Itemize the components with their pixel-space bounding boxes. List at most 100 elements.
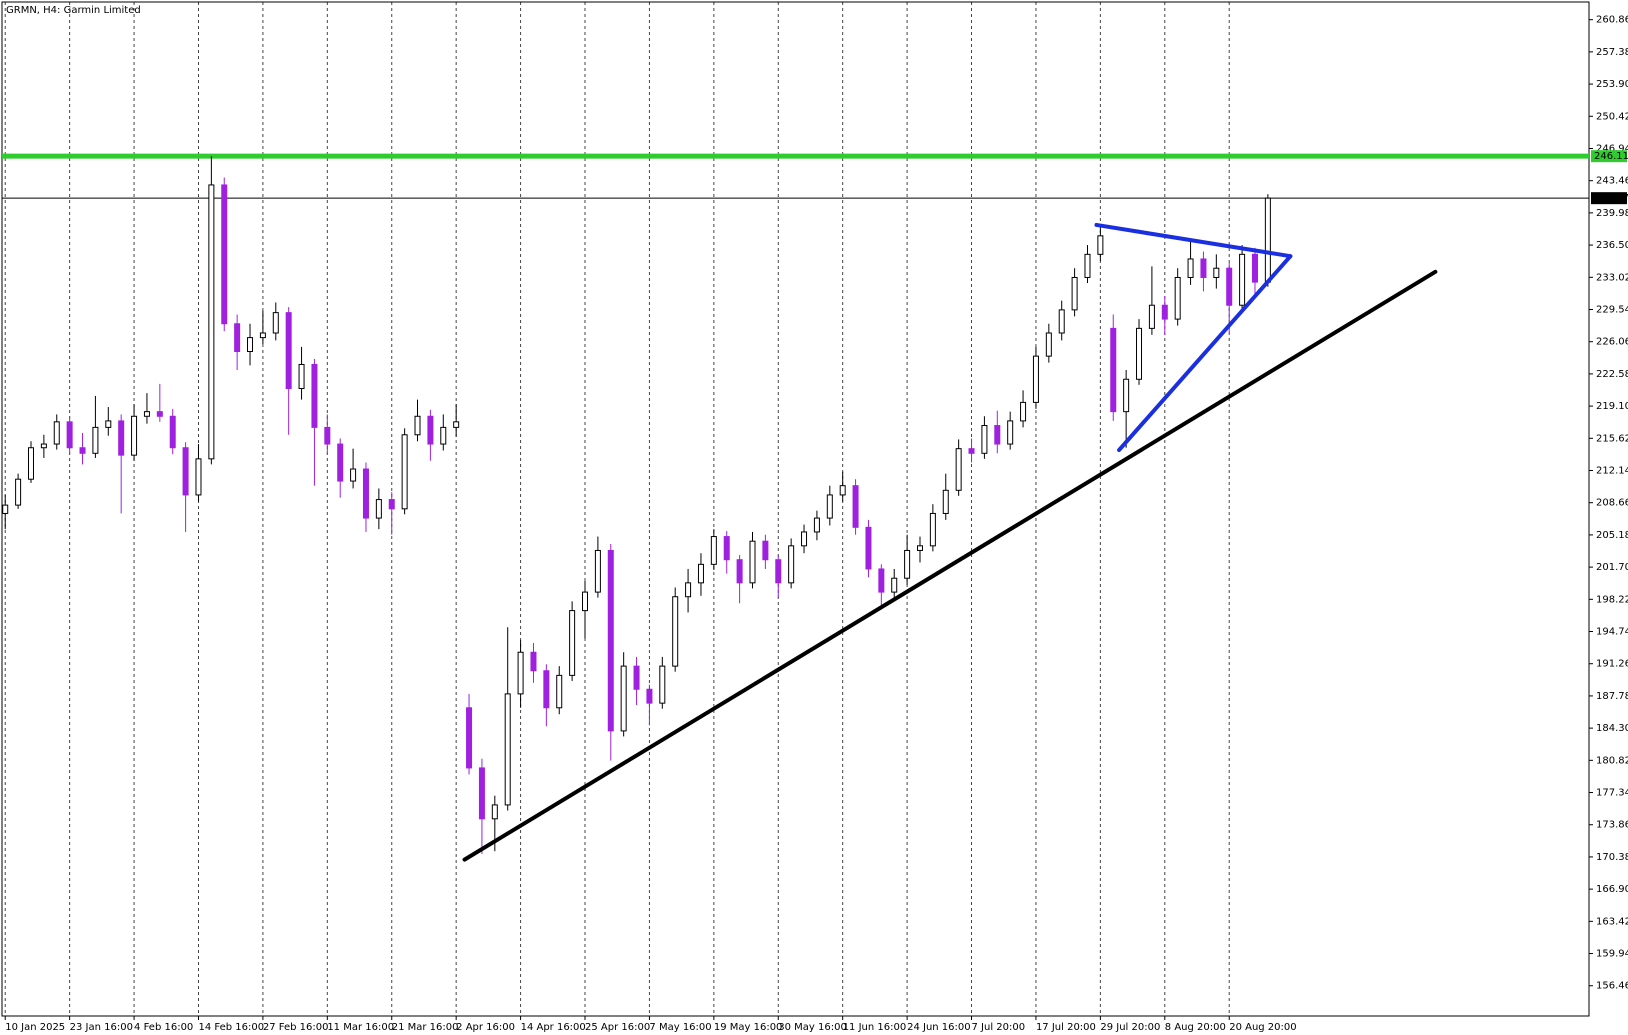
- candle-body: [916, 545, 923, 551]
- candle-body: [826, 494, 833, 519]
- price-level-box: [1591, 192, 1627, 205]
- x-tick-label: 30 May 16:00: [778, 1022, 847, 1033]
- candle-body: [427, 415, 434, 445]
- y-tick-label: 222.58: [1596, 369, 1628, 380]
- y-tick-label: 239.98: [1596, 208, 1628, 219]
- candle-body: [1264, 197, 1271, 283]
- candle-body: [440, 426, 447, 445]
- candle-body: [904, 549, 911, 579]
- y-tick-label: 166.90: [1596, 884, 1628, 895]
- candle-body: [2, 504, 9, 514]
- candle-body: [131, 415, 138, 456]
- candle-body: [195, 458, 202, 496]
- y-tick-label: 184.30: [1596, 723, 1628, 734]
- y-tick-label: 194.74: [1596, 627, 1628, 638]
- y-tick-label: 250.42: [1596, 111, 1628, 122]
- candle-body: [118, 420, 125, 456]
- trendline: [462, 269, 1438, 862]
- y-tick-label: 187.78: [1596, 691, 1628, 702]
- candle-body: [1084, 253, 1091, 278]
- x-tick-label: 10 Jan 2025: [5, 1022, 65, 1033]
- candle-body: [865, 526, 872, 570]
- y-tick-label: 215.62: [1596, 433, 1628, 444]
- trendline: [1117, 254, 1293, 453]
- candle-body: [839, 485, 846, 496]
- candle-body: [40, 443, 47, 449]
- y-tick-label: 191.26: [1596, 659, 1628, 670]
- candle-body: [710, 536, 717, 565]
- candle-body: [208, 184, 215, 460]
- x-tick-label: 14 Apr 16:00: [521, 1022, 586, 1033]
- candle-body: [1020, 401, 1027, 422]
- candle-body: [659, 665, 666, 704]
- x-tick-label: 2 Apr 16:00: [456, 1022, 515, 1033]
- candle-body: [929, 512, 936, 547]
- candle-body: [1226, 267, 1233, 306]
- candle-body: [749, 540, 756, 584]
- y-tick-label: 177.34: [1596, 788, 1628, 799]
- candle-body: [1213, 267, 1220, 278]
- candle-body: [543, 670, 550, 709]
- y-tick-label: 170.38: [1596, 852, 1628, 863]
- x-tick-label: 24 Jun 16:00: [907, 1022, 971, 1033]
- y-tick-label: 173.86: [1596, 820, 1628, 831]
- candle-body: [852, 485, 859, 528]
- trendline: [1094, 222, 1293, 259]
- y-tick-label: 208.66: [1596, 498, 1628, 509]
- x-tick-label: 23 Jan 16:00: [70, 1022, 133, 1033]
- x-tick-label: 7 Jul 20:00: [972, 1022, 1026, 1033]
- y-tick-label: 226.06: [1596, 337, 1628, 348]
- candle-body: [234, 323, 241, 353]
- candle-body: [247, 337, 254, 353]
- y-tick-label: 233.02: [1596, 272, 1628, 283]
- candle-body: [1097, 235, 1104, 255]
- candle-body: [375, 499, 382, 519]
- y-tick-label: 198.22: [1596, 594, 1628, 605]
- y-tick-label: 180.82: [1596, 755, 1628, 766]
- candle-body: [942, 489, 949, 514]
- candle-body: [594, 549, 601, 593]
- candle-body: [1161, 304, 1168, 320]
- candle-body: [891, 577, 898, 593]
- candle-body: [1148, 304, 1155, 329]
- candle-body: [362, 468, 369, 519]
- y-tick-label: 257.38: [1596, 47, 1628, 58]
- candle-body: [388, 499, 395, 510]
- candle-body: [337, 443, 344, 482]
- y-tick-label: 260.86: [1596, 15, 1628, 26]
- candle-body: [272, 312, 279, 334]
- candle-body: [156, 411, 163, 417]
- y-tick-label: 243.46: [1596, 176, 1628, 187]
- candle-body: [311, 363, 318, 428]
- price-level-label: 246.11: [1594, 151, 1628, 162]
- candle-body: [697, 563, 704, 584]
- x-tick-label: 27 Feb 16:00: [263, 1022, 329, 1033]
- y-tick-label: 229.54: [1596, 304, 1628, 315]
- candle-body: [79, 447, 86, 454]
- candle-body: [994, 425, 1001, 445]
- candle-body: [1007, 420, 1014, 445]
- candle-body: [414, 415, 421, 436]
- x-tick-label: 7 May 16:00: [649, 1022, 711, 1033]
- candle-body: [478, 767, 485, 820]
- candle-body: [1200, 258, 1207, 278]
- chart-title: GRMN, H4: Garmin Limited: [6, 5, 141, 16]
- x-tick-label: 14 Feb 16:00: [198, 1022, 264, 1033]
- candle-body: [1110, 327, 1117, 413]
- candle-body: [633, 665, 640, 690]
- x-tick-label: 21 Mar 16:00: [392, 1022, 459, 1033]
- candle-body: [350, 468, 357, 482]
- candle-body: [1045, 332, 1052, 357]
- x-tick-label: 25 Apr 16:00: [585, 1022, 650, 1033]
- candle-body: [401, 434, 408, 510]
- candle-body: [736, 559, 743, 584]
- candle-body: [801, 531, 808, 547]
- y-tick-label: 246.94: [1596, 143, 1628, 154]
- candle-body: [27, 447, 34, 480]
- candle-body: [556, 674, 563, 709]
- candle-body: [259, 332, 266, 339]
- plot-frame: [1, 1, 1590, 1017]
- candle-body: [15, 478, 22, 506]
- candle-body: [1058, 309, 1065, 334]
- candle-body: [298, 363, 305, 390]
